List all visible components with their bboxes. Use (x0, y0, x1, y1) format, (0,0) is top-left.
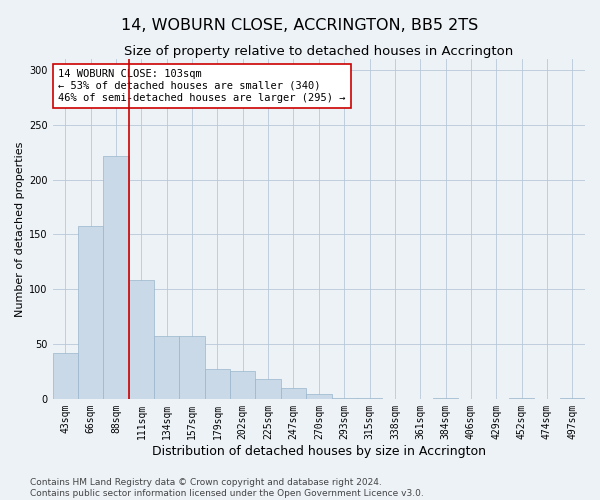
Bar (509, 398, 535, 399)
Text: 14 WOBURN CLOSE: 103sqm
← 53% of detached houses are smaller (340)
46% of semi-d: 14 WOBURN CLOSE: 103sqm ← 53% of detache… (58, 70, 346, 102)
Bar (129, 280, 154, 399)
Bar (357, 398, 382, 399)
Bar (53, 353, 78, 399)
X-axis label: Distribution of detached houses by size in Accrington: Distribution of detached houses by size … (152, 444, 486, 458)
Bar (560, 398, 585, 399)
Text: Contains HM Land Registry data © Crown copyright and database right 2024.
Contai: Contains HM Land Registry data © Crown c… (30, 478, 424, 498)
Bar (103, 156, 129, 399)
Text: 14, WOBURN CLOSE, ACCRINGTON, BB5 2TS: 14, WOBURN CLOSE, ACCRINGTON, BB5 2TS (121, 18, 479, 32)
Y-axis label: Number of detached properties: Number of detached properties (15, 142, 25, 316)
Bar (205, 369, 230, 399)
Bar (154, 336, 179, 399)
Bar (78, 226, 103, 399)
Bar (433, 398, 458, 399)
Bar (306, 394, 332, 399)
Bar (179, 336, 205, 399)
Bar (332, 398, 357, 399)
Title: Size of property relative to detached houses in Accrington: Size of property relative to detached ho… (124, 45, 514, 58)
Bar (256, 379, 281, 399)
Bar (230, 372, 256, 399)
Bar (281, 388, 306, 399)
